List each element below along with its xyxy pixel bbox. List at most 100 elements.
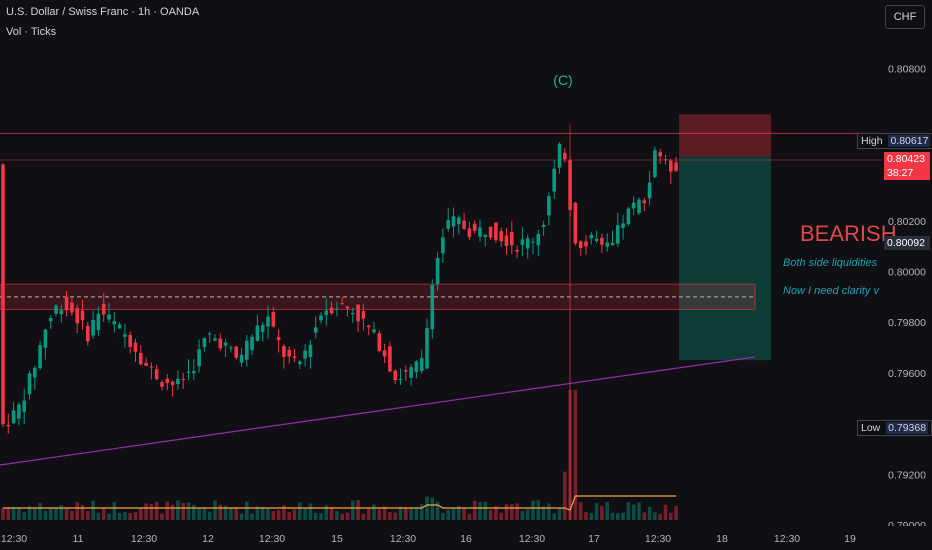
candle-body[interactable] <box>133 342 138 352</box>
candle-body[interactable] <box>324 310 329 316</box>
candle-body[interactable] <box>59 310 64 315</box>
candle-body[interactable] <box>22 400 26 412</box>
candle-body[interactable] <box>472 223 477 231</box>
candle-body[interactable] <box>303 350 307 359</box>
candle-body[interactable] <box>335 308 339 310</box>
candle-body[interactable] <box>292 356 297 358</box>
candle-body[interactable] <box>451 216 456 227</box>
candle-body[interactable] <box>372 329 376 333</box>
candle-body[interactable] <box>404 370 408 372</box>
candle-body[interactable] <box>144 362 148 366</box>
candle-body[interactable] <box>282 346 286 357</box>
candle-body[interactable] <box>250 336 254 351</box>
candle-body[interactable] <box>48 318 53 322</box>
candle-body[interactable] <box>101 303 106 315</box>
candle-body[interactable] <box>631 202 636 209</box>
candle-body[interactable] <box>377 333 382 351</box>
candle-body[interactable] <box>573 202 578 244</box>
candle-body[interactable] <box>578 241 583 248</box>
candle-body[interactable] <box>11 410 16 424</box>
candle-body[interactable] <box>149 366 154 368</box>
currency-button[interactable]: CHF <box>885 5 925 29</box>
candle-body[interactable] <box>457 217 461 225</box>
candle-body[interactable] <box>64 296 69 311</box>
candle-body[interactable] <box>123 334 127 337</box>
candle-body[interactable] <box>351 312 355 315</box>
candle-body[interactable] <box>345 306 350 309</box>
candle-body[interactable] <box>54 305 58 314</box>
candle-body[interactable] <box>70 302 74 313</box>
candle-body[interactable] <box>398 378 403 380</box>
candle-body[interactable] <box>276 336 281 341</box>
candle-body[interactable] <box>441 237 445 254</box>
candle-body[interactable] <box>600 237 604 245</box>
candle-body[interactable] <box>388 346 392 372</box>
candle-body[interactable] <box>356 304 360 322</box>
candle-body[interactable] <box>642 200 647 204</box>
candle-body[interactable] <box>414 361 419 372</box>
candle-body[interactable] <box>563 152 567 160</box>
candle-body[interactable] <box>207 333 212 335</box>
candle-body[interactable] <box>536 233 541 246</box>
candle-body[interactable] <box>462 220 466 229</box>
candle-body[interactable] <box>658 152 662 157</box>
take-profit-zone[interactable] <box>679 156 771 361</box>
candle-body[interactable] <box>112 321 117 325</box>
candle-body[interactable] <box>6 424 11 427</box>
candle-body[interactable] <box>621 223 625 228</box>
candle-body[interactable] <box>239 354 244 363</box>
candle-body[interactable] <box>107 314 111 320</box>
candle-body[interactable] <box>313 327 318 333</box>
candle-body[interactable] <box>425 327 429 369</box>
candle-body[interactable] <box>541 224 546 227</box>
candle-body[interactable] <box>75 308 79 324</box>
candle-body[interactable] <box>234 346 238 358</box>
candle-body[interactable] <box>653 150 657 177</box>
candle-body[interactable] <box>446 220 450 229</box>
candle-body[interactable] <box>298 361 302 365</box>
candle-body[interactable] <box>467 228 472 238</box>
candle-body[interactable] <box>38 345 42 369</box>
candle-body[interactable] <box>594 238 599 241</box>
candle-body[interactable] <box>616 225 620 244</box>
candle-body[interactable] <box>176 378 180 385</box>
candle-body[interactable] <box>430 284 435 330</box>
candle-body[interactable] <box>80 310 85 321</box>
candle-body[interactable] <box>504 235 509 246</box>
candle-body[interactable] <box>245 340 249 360</box>
candle-body[interactable] <box>218 338 223 349</box>
liquidity-zone[interactable] <box>0 283 756 311</box>
candle-body[interactable] <box>419 358 424 372</box>
candle-body[interactable] <box>181 378 185 380</box>
candle-body[interactable] <box>589 234 594 239</box>
candle-body[interactable] <box>488 226 493 238</box>
candle-body[interactable] <box>160 382 164 387</box>
candle-body[interactable] <box>478 227 482 237</box>
candle-body[interactable] <box>361 311 366 319</box>
candle-body[interactable] <box>86 325 90 342</box>
candle-body[interactable] <box>494 222 498 241</box>
candle-body[interactable] <box>329 307 334 314</box>
candle-body[interactable] <box>409 367 413 378</box>
candle-body[interactable] <box>287 349 291 357</box>
candle-body[interactable] <box>186 371 191 373</box>
candle-body[interactable] <box>213 338 217 341</box>
candle-body[interactable] <box>229 347 233 349</box>
candle-body[interactable] <box>170 381 175 386</box>
candle-body[interactable] <box>340 303 344 305</box>
candle-body[interactable] <box>584 241 588 247</box>
candle-body[interactable] <box>260 325 265 333</box>
candle-body[interactable] <box>117 324 122 329</box>
candle-body[interactable] <box>510 232 514 246</box>
candle-body[interactable] <box>27 373 32 395</box>
candle-body[interactable] <box>435 258 440 285</box>
candle-body[interactable] <box>626 208 631 225</box>
candle-body[interactable] <box>531 241 535 243</box>
candle-body[interactable] <box>128 335 132 348</box>
candle-body[interactable] <box>552 168 556 192</box>
candle-body[interactable] <box>33 367 37 378</box>
candle-body[interactable] <box>605 242 609 247</box>
candle-body[interactable] <box>308 344 313 357</box>
candle-body[interactable] <box>637 199 641 214</box>
